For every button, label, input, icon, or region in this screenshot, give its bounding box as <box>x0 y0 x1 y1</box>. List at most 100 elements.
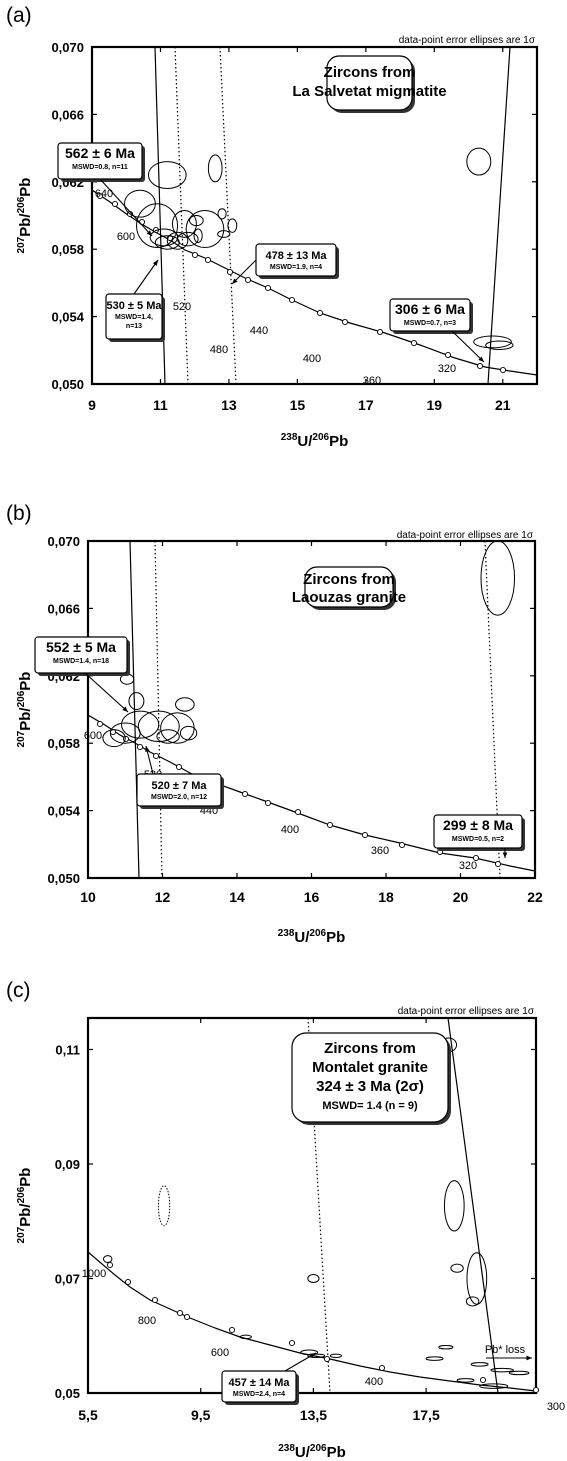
error-ellipse <box>157 1185 171 1227</box>
error-ellipse <box>160 712 195 744</box>
age-box-mswd: MSWD=0.8, n=11 <box>72 164 128 171</box>
x-axis-label: 238U/206Pb <box>281 432 349 450</box>
age-box-value: 299 ± 8 Ma <box>443 817 513 833</box>
concordia-age-marker <box>228 1326 236 1334</box>
concordia-age-marker <box>183 1313 191 1321</box>
concordia-age-marker <box>398 841 406 849</box>
error-ellipse <box>156 729 180 744</box>
concordia-age-marker <box>376 328 384 336</box>
age-arrow-head <box>152 260 158 266</box>
error-ellipse <box>490 1367 514 1373</box>
x-tick-label: 18 <box>378 889 394 905</box>
concordia-age-marker <box>472 854 480 862</box>
chart-title: Zircons from <box>324 64 416 81</box>
panel-b: (b) data-point error ellipses are 1σ 10 12 1… <box>6 502 543 946</box>
concordia-age-marker <box>494 860 502 868</box>
error-ellipse <box>171 209 197 238</box>
error-ellipse <box>443 1180 465 1232</box>
concordia-age-label: 520 <box>173 301 191 313</box>
error-ellipse <box>470 1362 489 1367</box>
error-ellipse <box>466 1252 488 1305</box>
panel-a: (a) data-point error ellipses are 1σ 9 11 13… <box>6 4 539 450</box>
concordia-age-label: 400 <box>365 1376 383 1388</box>
error-ellipse <box>227 218 238 233</box>
error-ellipse <box>508 1370 530 1376</box>
age-boxes: 457 ± 14 Ma MSWD=2.4, n=4 <box>221 1352 317 1405</box>
age-arrow-head <box>310 1353 316 1358</box>
discordia-line <box>447 1018 499 1393</box>
age-arrow-head <box>478 356 484 362</box>
concordia-age-marker <box>124 1278 132 1286</box>
error-ellipse <box>189 215 204 227</box>
chart-title: MSWD= 1.4 (n = 9) <box>322 1100 418 1112</box>
age-box-value: 520 ± 7 Ma <box>152 780 208 792</box>
error-ellipse <box>425 1356 444 1361</box>
y-tick-label: 0,070 <box>51 40 84 55</box>
age-arrow-head <box>232 278 238 284</box>
error-ellipse <box>137 710 180 743</box>
age-arrow <box>231 259 257 285</box>
y-axis-label: 207Pb/206Pb <box>16 672 34 748</box>
error-ellipse <box>465 1296 480 1307</box>
concordia-age-marker <box>326 821 334 829</box>
x-tick-label: 11 <box>153 397 168 413</box>
error-ellipse <box>147 161 187 190</box>
concordia-age-marker <box>341 318 349 326</box>
concordia-age-marker <box>191 251 199 259</box>
concordia-age-label: 480 <box>210 344 228 356</box>
age-box-box <box>433 814 523 849</box>
chart-title: Zircons from <box>324 1040 416 1057</box>
concordia-age-marker <box>106 1261 114 1269</box>
y-tick-label: 0,050 <box>47 871 80 886</box>
error-ellipse-note: data-point error ellipses are 1σ <box>398 1006 535 1017</box>
concordia-age-label: 600 <box>211 1347 229 1359</box>
age-box-mswd: MSWD=1.9, n=4 <box>270 264 322 271</box>
concordia-age-marker <box>151 1296 159 1304</box>
age-arrow-head <box>146 230 152 236</box>
concordia-age-label: 600 <box>84 730 102 742</box>
error-ellipse <box>136 203 179 249</box>
x-tick-label: 16 <box>304 889 320 905</box>
y-tick-label: 0,054 <box>51 310 84 325</box>
age-boxes: 562 ± 6 Ma MSWD=0.8, n=11 530 ± 5 Ma MSWD=1… <box>57 142 485 363</box>
y-tick-label: 0,11 <box>55 1042 80 1057</box>
age-arrow-head <box>502 852 508 858</box>
concordia-age-marker <box>264 284 272 292</box>
y-tick-label: 0,058 <box>47 736 80 751</box>
discordia-line <box>174 47 189 384</box>
error-ellipse <box>479 1383 509 1389</box>
x-axis-label: 238U/206Pb <box>278 928 346 946</box>
concordia-age-label: 600 <box>117 231 135 243</box>
error-ellipse <box>329 1353 343 1359</box>
age-arrow <box>99 178 153 237</box>
y-tick-label: 0,09 <box>55 1157 80 1172</box>
concordia-age-marker <box>361 831 369 839</box>
age-box-mswd: MSWD=1.4, <box>115 314 153 321</box>
concordia-age-marker <box>316 309 324 317</box>
age-box-value: 562 ± 6 Ma <box>65 145 135 161</box>
panel-label: (c) <box>6 979 31 1002</box>
age-box-mswd: MSWD=0.5, n=2 <box>452 836 504 843</box>
concordia-age-marker <box>136 743 144 751</box>
chart-title: Montalet granite <box>312 1059 428 1076</box>
plot-frame <box>90 45 539 386</box>
age-box-mswd: n=13 <box>126 323 142 330</box>
concordia-age-label: 300 <box>547 1401 565 1413</box>
concordia-age-marker <box>479 1376 487 1384</box>
concordia-age-label: 400 <box>281 824 299 836</box>
concordia-age-marker <box>378 1364 386 1372</box>
concordia-age-marker <box>244 276 252 284</box>
x-tick-label: 14 <box>229 889 245 905</box>
error-ellipse <box>456 1378 475 1383</box>
age-arrow <box>133 259 159 295</box>
age-box-box <box>221 1370 297 1403</box>
x-tick-label: 22 <box>527 889 543 905</box>
y-tick-label: 0,066 <box>47 601 80 616</box>
age-box-value: 457 ± 14 Ma <box>228 1377 290 1389</box>
discordia-line <box>307 1018 331 1393</box>
x-axis-label: 238U/206Pb <box>278 1443 346 1461</box>
concordia-age-marker <box>175 763 183 771</box>
y-axis-label: 207Pb/206Pb <box>16 1168 34 1244</box>
error-ellipse <box>193 228 203 243</box>
